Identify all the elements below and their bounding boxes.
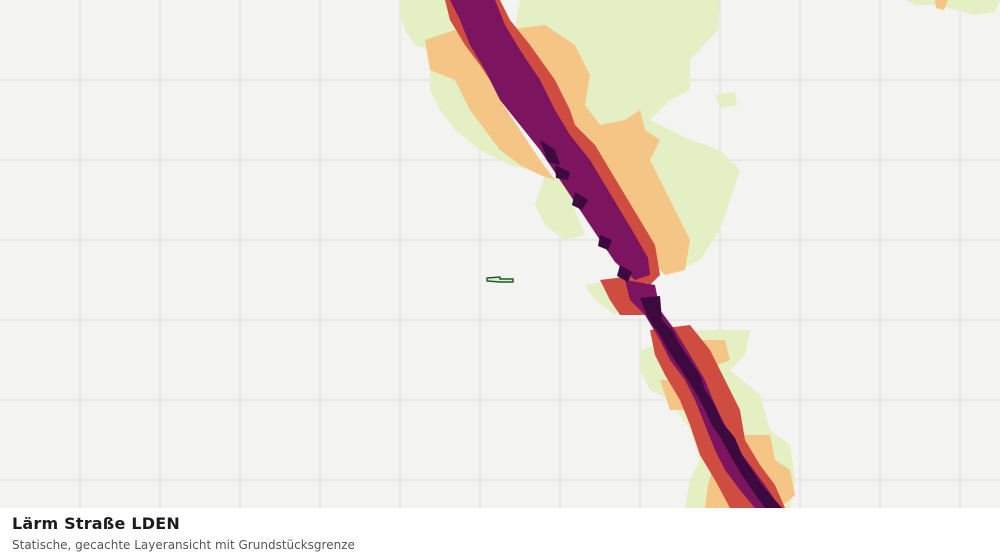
layer-info-panel: Lärm Straße LDEN Statische, gecachte Lay…: [0, 508, 1000, 560]
layer-title: Lärm Straße LDEN: [12, 514, 180, 533]
parcel-boundary[interactable]: [486, 276, 514, 283]
noise-band-highest: [540, 140, 782, 508]
layer-subtitle: Statische, gecachte Layeransicht mit Gru…: [12, 538, 355, 552]
